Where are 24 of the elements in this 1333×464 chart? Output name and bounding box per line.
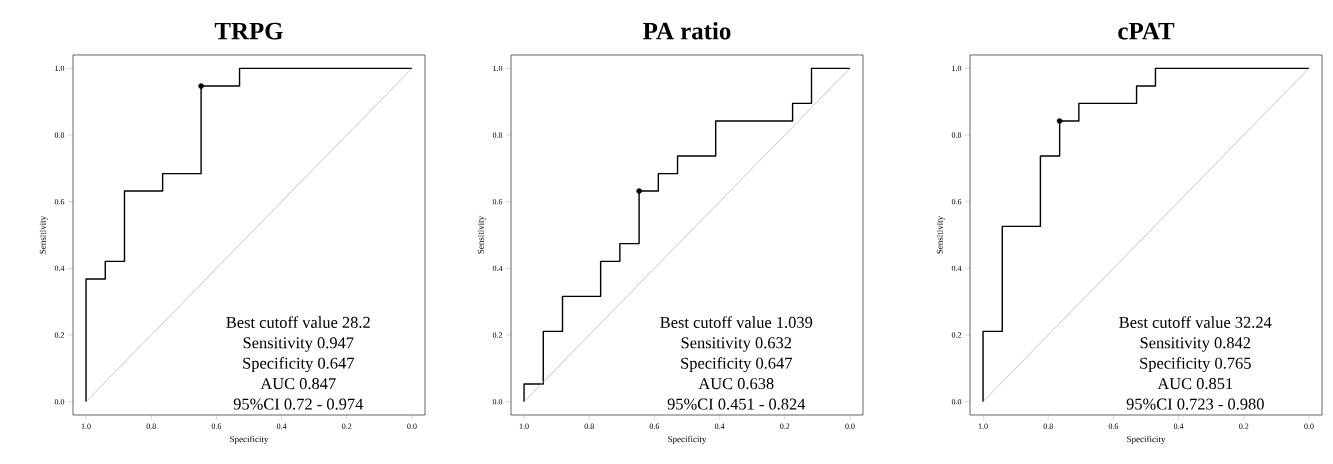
- annotation: Sensitivity 0.842: [1140, 337, 1251, 352]
- annotation: AUC 0.638: [698, 378, 774, 390]
- annotation: AUC 0.851: [1157, 378, 1233, 390]
- annotation: Best cutoff value 32.24: [1119, 316, 1272, 328]
- annotation: 95%CI 0.72 - 0.974: [233, 398, 364, 410]
- chart-title: TRPG: [214, 22, 283, 40]
- annotation: 95%CI 0.451 - 0.824: [667, 398, 806, 410]
- annotation: Specificity 0.647: [681, 357, 792, 373]
- chart-title: PA ratio: [643, 21, 731, 40]
- y-axis-title: Sensitivity: [936, 215, 945, 254]
- chart-title: cPAT: [1118, 22, 1175, 40]
- annotation: 95%CI 0.723 - 0.980: [1126, 398, 1264, 410]
- annotation: Specificity 0.647: [243, 357, 354, 373]
- annotation: Sensitivity 0.947: [243, 337, 354, 352]
- annotation: Best cutoff value 28.2: [226, 316, 370, 328]
- annotation: Specificity 0.765: [1140, 357, 1251, 373]
- annotation: AUC 0.847: [260, 378, 336, 390]
- x-axis-title: Specificity: [230, 435, 269, 445]
- annotation: Best cutoff value 1.039: [660, 316, 813, 328]
- y-axis-title: Sensitivity: [477, 215, 486, 254]
- x-axis-title: Specificity: [668, 435, 707, 445]
- x-axis-title: Specificity: [1127, 435, 1166, 445]
- annotation: Sensitivity 0.632: [681, 337, 792, 352]
- y-axis-title: Sensitivity: [39, 215, 48, 254]
